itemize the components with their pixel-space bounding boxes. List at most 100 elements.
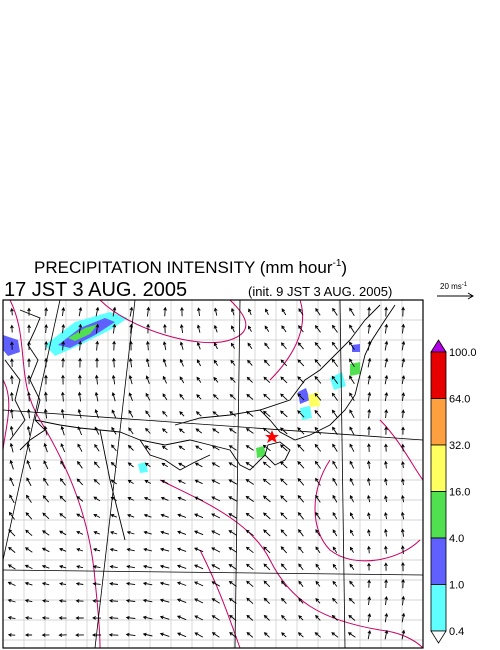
projection-line	[339, 299, 346, 649]
colorbar: 100.0 64.0 32.0 16.0 4.0 1.0 0.4	[430, 339, 477, 644]
wind-arrow	[213, 359, 219, 366]
wind-arrow	[384, 306, 388, 317]
wind-arrow	[178, 462, 186, 468]
wind-arrow	[297, 443, 305, 452]
wind-arrow	[92, 616, 102, 620]
wind-arrow	[367, 512, 371, 520]
wind-arrow	[77, 426, 83, 436]
wind-arrow	[60, 460, 66, 469]
wind-arrow	[112, 306, 117, 317]
wind-arrow	[230, 307, 235, 316]
wind-arrow	[162, 341, 167, 351]
wind-arrow	[94, 391, 99, 402]
wind-arrow	[128, 357, 133, 368]
wind-arrow	[245, 445, 254, 451]
wind-arrow	[58, 565, 67, 569]
wind-arrow	[10, 307, 14, 316]
wind-arrow	[24, 633, 33, 637]
wind-arrow	[401, 561, 405, 572]
wind-arrow	[401, 478, 405, 486]
wind-arrow	[384, 323, 389, 334]
wind-arrow	[245, 546, 254, 554]
wind-arrow	[401, 409, 405, 418]
wind-arrow	[194, 547, 204, 553]
wind-arrow	[384, 477, 388, 486]
wind-arrow	[297, 376, 305, 384]
wind-scale-text: 20 ms	[440, 282, 462, 291]
wind-arrow	[25, 529, 33, 537]
wind-arrow	[401, 460, 405, 469]
wind-arrow	[9, 442, 14, 453]
wind-arrow	[194, 479, 203, 485]
wind-arrow	[58, 633, 67, 637]
wind-arrow	[229, 411, 237, 417]
wind-arrow	[61, 374, 65, 385]
wind-arrow	[176, 598, 187, 604]
wind-arrow	[42, 512, 50, 520]
wind-arrow	[76, 530, 84, 535]
wind-arrow	[144, 445, 151, 451]
wind-arrow	[280, 546, 288, 554]
wind-arrow	[41, 633, 50, 637]
wind-arrow	[384, 374, 389, 385]
wind-arrow	[367, 562, 371, 571]
wind-arrow	[280, 342, 287, 350]
wind-arrow	[144, 462, 151, 468]
wind-arrow	[298, 597, 304, 604]
wind-arrow	[77, 408, 82, 419]
wind-arrow	[298, 308, 304, 316]
wind-arrow	[315, 494, 321, 503]
wind-arrow	[92, 599, 101, 603]
projection-line	[2, 569, 424, 576]
wind-arrow	[196, 359, 201, 367]
wind-arrow	[61, 306, 66, 317]
wind-arrow	[44, 374, 48, 385]
wind-arrow	[211, 530, 221, 536]
wind-arrow	[349, 477, 355, 486]
wind-arrow	[77, 443, 83, 452]
wind-arrow	[92, 548, 101, 552]
wind-arrow	[126, 564, 135, 569]
colorbar-under	[430, 630, 447, 644]
wind-arrow	[10, 374, 14, 385]
colorbar-segment	[430, 584, 447, 632]
wind-arrow	[280, 495, 288, 503]
wind-arrow	[280, 529, 288, 537]
wind-arrow	[59, 547, 67, 552]
contour-line	[379, 419, 424, 481]
wind-arrow	[263, 580, 271, 588]
precip-area	[138, 462, 148, 473]
wind-arrow	[280, 393, 288, 401]
wind-arrow	[384, 495, 388, 503]
wind-arrow	[24, 616, 33, 620]
projection-line	[94, 299, 136, 649]
wind-arrow	[93, 513, 101, 518]
wind-arrow	[160, 479, 169, 485]
wind-arrow	[384, 595, 389, 606]
coastline	[259, 304, 396, 441]
wind-arrow	[59, 530, 67, 536]
wind-arrow	[9, 459, 14, 470]
wind-arrow	[314, 392, 322, 401]
wind-arrow	[177, 530, 187, 535]
wind-arrow	[195, 445, 203, 451]
wind-arrow	[143, 513, 152, 518]
wind-arrow	[246, 614, 254, 621]
wind-arrow	[41, 547, 50, 553]
wind-arrow	[27, 324, 31, 333]
wind-arrow	[27, 307, 31, 316]
wind-arrow	[159, 632, 170, 637]
wind-arrow	[228, 547, 238, 553]
wind-arrow	[245, 512, 254, 519]
wind-arrow	[332, 443, 338, 452]
wind-arrow	[349, 546, 354, 553]
coastline	[4, 359, 26, 441]
wind-arrow	[161, 428, 168, 434]
wind-arrow	[27, 391, 31, 402]
wind-arrow	[163, 306, 167, 317]
wind-arrow	[162, 358, 167, 367]
wind-arrow	[280, 512, 288, 520]
wind-arrow	[247, 342, 253, 349]
wind-arrow	[263, 393, 271, 401]
wind-arrow	[230, 342, 235, 349]
